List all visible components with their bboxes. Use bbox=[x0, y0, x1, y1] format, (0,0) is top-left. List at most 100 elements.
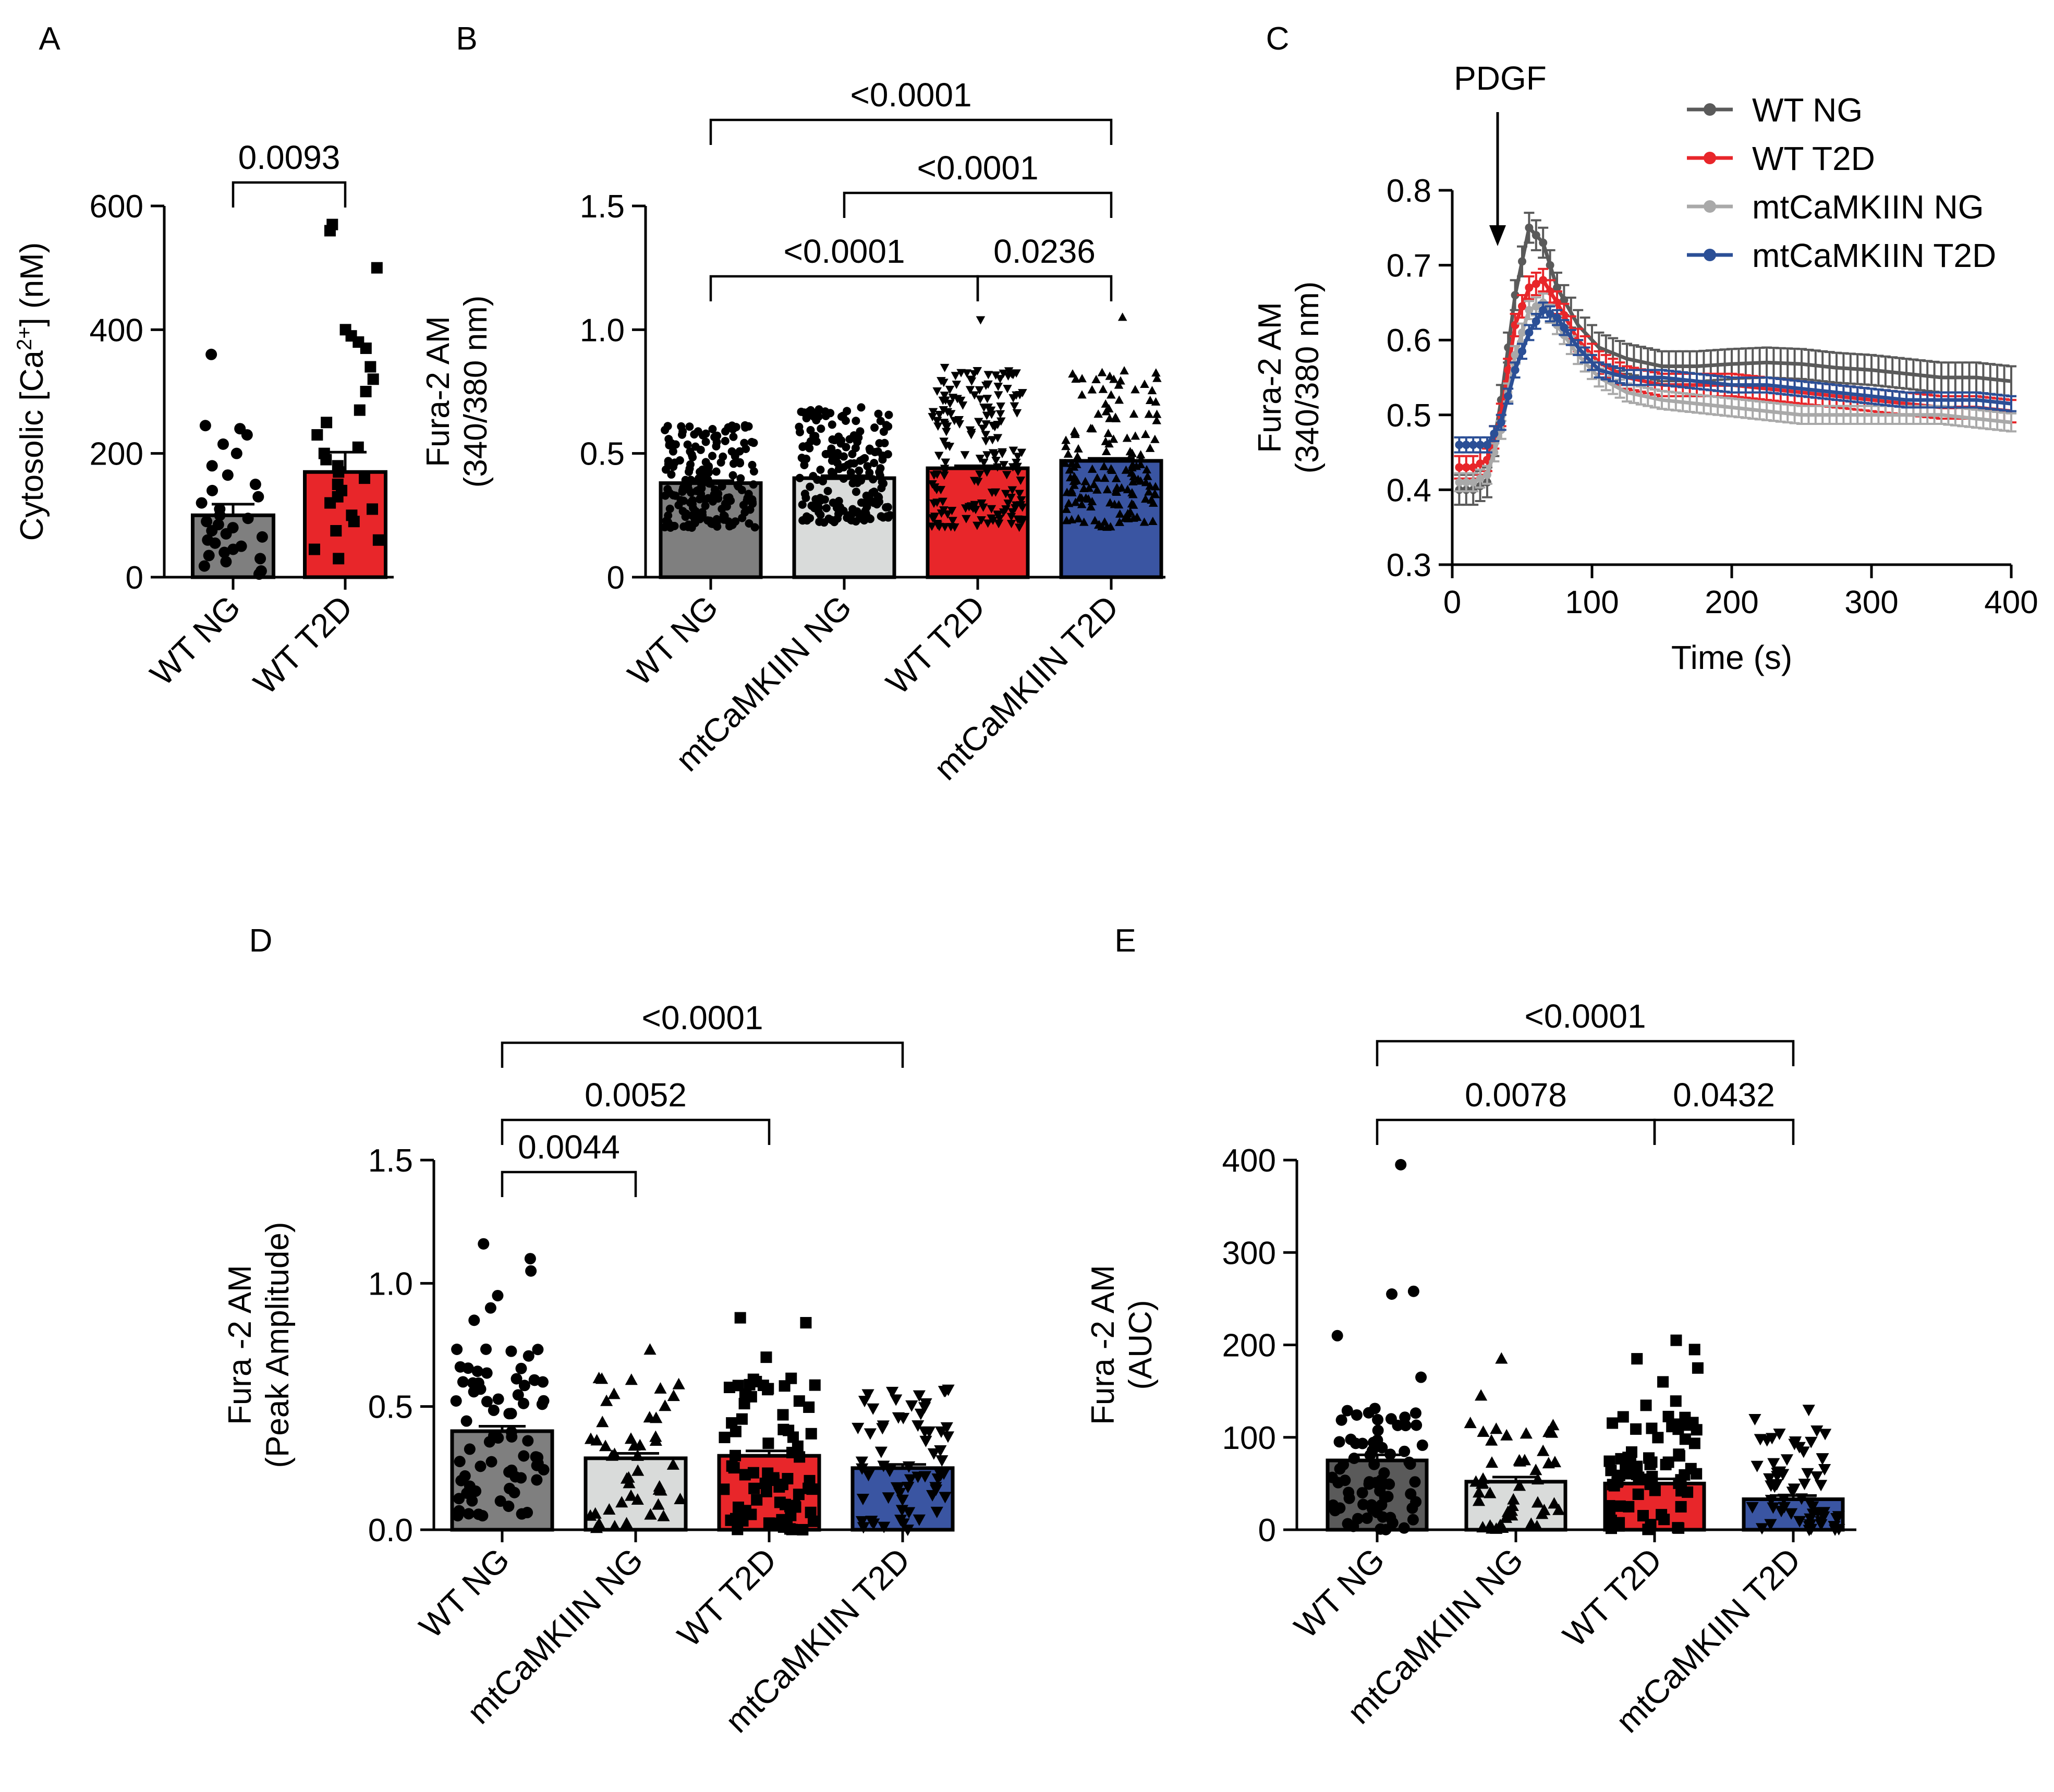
d-data-point-1 bbox=[453, 1505, 465, 1517]
e-data-point-4 bbox=[1767, 1458, 1780, 1470]
c-y-tick-label: 0.3 bbox=[1387, 547, 1431, 583]
e-data-point-1 bbox=[1387, 1517, 1399, 1529]
b-error-bar-4 bbox=[1088, 457, 1135, 461]
d-data-point-3 bbox=[726, 1460, 738, 1472]
b-data-point-2 bbox=[846, 459, 855, 468]
e-data-point-1 bbox=[1407, 1514, 1419, 1526]
d-data-point-4 bbox=[858, 1396, 871, 1408]
c-data-point bbox=[1546, 261, 1554, 270]
d-y-tick-label: 1.5 bbox=[368, 1143, 413, 1179]
b-data-point-2 bbox=[795, 473, 804, 482]
d-y-tick-label: 1.0 bbox=[368, 1266, 413, 1302]
e-data-point-1 bbox=[1333, 1436, 1345, 1448]
e-data-point-2 bbox=[1495, 1352, 1508, 1364]
c-data-point bbox=[1462, 478, 1470, 487]
d-data-point-4 bbox=[919, 1435, 932, 1447]
b-data-point-4 bbox=[1093, 520, 1103, 529]
a-data-point-1 bbox=[196, 497, 208, 509]
b-data-point-3 bbox=[975, 470, 985, 479]
b-data-point-2 bbox=[816, 466, 825, 474]
b-data-point-3 bbox=[993, 383, 1003, 392]
b-data-point-3 bbox=[943, 510, 953, 519]
b-data-point-3 bbox=[975, 386, 985, 395]
b-data-point-2 bbox=[866, 446, 874, 455]
b-data-point-2 bbox=[828, 420, 836, 429]
b-data-point-4 bbox=[1115, 509, 1125, 518]
c-data-point bbox=[1539, 276, 1548, 285]
b-data-point-4 bbox=[1087, 385, 1097, 394]
b-data-point-4 bbox=[1152, 416, 1161, 424]
e-data-point-1 bbox=[1347, 1520, 1359, 1532]
b-data-point-3 bbox=[934, 411, 944, 420]
d-category-label-3: WT T2D bbox=[670, 1541, 784, 1654]
b-data-point-1 bbox=[701, 502, 710, 510]
d-comparison-bracket-1 bbox=[501, 1041, 904, 1068]
b-data-point-3 bbox=[938, 497, 947, 506]
d-data-point-4 bbox=[918, 1426, 931, 1438]
b-data-point-4 bbox=[1114, 500, 1124, 509]
d-data-point-3 bbox=[794, 1451, 806, 1463]
b-data-point-4 bbox=[1074, 514, 1083, 522]
b-data-point-4 bbox=[1145, 481, 1154, 490]
b-data-point-1 bbox=[685, 467, 694, 476]
b-data-point-1 bbox=[736, 474, 745, 483]
b-data-point-1 bbox=[728, 471, 737, 480]
c-data-point bbox=[1476, 474, 1485, 483]
b-data-point-3 bbox=[981, 431, 991, 440]
d-data-point-2 bbox=[666, 1458, 679, 1470]
b-data-point-3 bbox=[973, 521, 982, 530]
b-data-point-1 bbox=[749, 480, 758, 489]
c-series-wt-t2d bbox=[1454, 267, 2016, 480]
a-data-point-2 bbox=[339, 324, 351, 336]
b-data-point-4 bbox=[1098, 384, 1108, 393]
d-error-bar-2 bbox=[612, 1452, 659, 1458]
a-data-point-2 bbox=[352, 441, 364, 453]
b-data-point-2 bbox=[811, 495, 820, 504]
e-data-point-2 bbox=[1485, 1434, 1498, 1446]
b-data-point-3 bbox=[945, 443, 955, 452]
b-data-point-2 bbox=[833, 514, 842, 523]
b-data-point-1 bbox=[694, 486, 703, 495]
b-data-point-2 bbox=[807, 501, 816, 510]
d-data-point-4 bbox=[902, 1482, 915, 1494]
c-legend-label-2: WT T2D bbox=[1752, 140, 1875, 177]
d-data-point-3 bbox=[792, 1440, 804, 1452]
e-data-point-2 bbox=[1547, 1419, 1560, 1431]
b-data-point-4 bbox=[1111, 413, 1121, 422]
b-data-point-2 bbox=[857, 403, 866, 412]
b-data-point-1 bbox=[678, 430, 687, 439]
a-data-point-1 bbox=[256, 531, 268, 543]
b-data-point-3 bbox=[999, 508, 1008, 517]
b-data-point-3 bbox=[939, 419, 949, 428]
panel-letter-a: A bbox=[39, 21, 60, 57]
e-data-point-3 bbox=[1675, 1485, 1687, 1497]
e-data-point-2 bbox=[1500, 1429, 1513, 1441]
a-comparison-bracket-1 bbox=[232, 181, 347, 208]
a-y-tick-label: 600 bbox=[90, 189, 143, 225]
d-data-point-1 bbox=[529, 1374, 541, 1386]
e-data-point-2 bbox=[1525, 1517, 1538, 1529]
a-p-value-label-1: 0.0093 bbox=[238, 139, 341, 176]
c-y-tick-label: 0.8 bbox=[1387, 173, 1431, 209]
e-data-point-1 bbox=[1372, 1413, 1384, 1425]
c-data-point bbox=[1560, 323, 1569, 332]
b-data-point-3 bbox=[1008, 394, 1018, 403]
b-data-point-4 bbox=[1088, 424, 1097, 433]
d-data-point-2 bbox=[600, 1394, 613, 1406]
d-data-point-3 bbox=[732, 1523, 744, 1535]
b-data-point-3 bbox=[982, 411, 992, 420]
d-data-point-4 bbox=[905, 1400, 918, 1412]
d-data-point-4 bbox=[940, 1422, 953, 1434]
b-data-point-3 bbox=[1008, 446, 1018, 455]
d-data-point-2 bbox=[607, 1387, 621, 1399]
b-p-value-label-3: <0.0001 bbox=[783, 233, 905, 270]
b-data-point-4 bbox=[1089, 480, 1099, 489]
b-data-point-1 bbox=[703, 516, 712, 525]
e-data-point-4 bbox=[1815, 1519, 1828, 1531]
b-data-point-3 bbox=[970, 391, 979, 400]
c-data-point bbox=[1525, 283, 1534, 292]
b-data-point-1 bbox=[665, 489, 674, 497]
b-data-point-2 bbox=[834, 497, 843, 506]
b-data-point-4 bbox=[1151, 397, 1161, 406]
